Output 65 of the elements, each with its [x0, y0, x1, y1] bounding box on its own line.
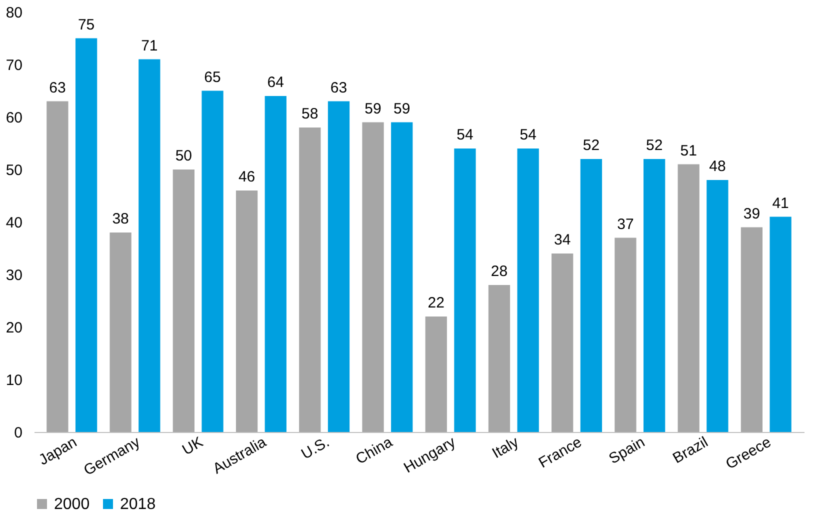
- bar: [644, 159, 666, 432]
- data-label: 52: [646, 137, 663, 154]
- bar: [299, 128, 321, 432]
- data-label: 75: [78, 16, 95, 34]
- y-tick-label: 50: [6, 162, 22, 179]
- bar: [770, 216, 792, 432]
- bar: [172, 170, 194, 432]
- data-label: 63: [49, 79, 66, 96]
- x-tick-label: U.S.: [298, 434, 332, 463]
- bar: [391, 122, 413, 432]
- x-tick-label: Japan: [36, 434, 80, 469]
- data-label: 64: [267, 74, 284, 91]
- data-label: 38: [112, 210, 129, 228]
- data-label: 71: [141, 37, 158, 54]
- data-label: 34: [554, 232, 571, 248]
- bar: [202, 90, 224, 432]
- data-label: 51: [680, 142, 697, 160]
- bar: [552, 254, 574, 432]
- data-label: 22: [428, 294, 444, 312]
- y-tick-label: 10: [6, 372, 22, 389]
- data-label: 48: [709, 158, 726, 175]
- bar: [488, 285, 510, 432]
- y-tick-label: 0: [14, 424, 22, 442]
- data-label: 46: [238, 168, 256, 186]
- y-tick-label: 20: [6, 320, 22, 336]
- data-label: 28: [490, 263, 508, 280]
- bar: [328, 101, 350, 432]
- bar: [614, 238, 636, 432]
- data-label: 37: [617, 216, 634, 233]
- data-label: 52: [582, 137, 600, 154]
- bar: [678, 164, 700, 432]
- bar: [110, 232, 132, 432]
- bar: [517, 148, 539, 432]
- bar: [46, 101, 68, 432]
- data-label: 54: [456, 126, 474, 144]
- x-tick-label: Spain: [606, 434, 648, 468]
- data-label: 54: [520, 126, 536, 144]
- y-tick-label: 70: [6, 57, 22, 74]
- bar: [580, 159, 602, 432]
- bar: [362, 122, 384, 432]
- y-tick-label: 30: [6, 267, 22, 284]
- data-label: 65: [204, 68, 221, 86]
- bar: [264, 96, 286, 432]
- x-tick-label: UK: [180, 434, 206, 459]
- legend-label: 2000: [54, 496, 90, 513]
- bar: [454, 148, 476, 432]
- data-label: 41: [772, 194, 789, 212]
- data-label: 59: [394, 100, 410, 118]
- bar: [138, 59, 160, 432]
- y-tick-label: 80: [6, 4, 22, 22]
- bar: [425, 316, 447, 432]
- bar: [236, 190, 258, 432]
- data-label: 50: [175, 148, 192, 164]
- data-label: 63: [330, 79, 348, 96]
- bar: [706, 180, 728, 432]
- bar: [740, 227, 763, 432]
- y-tick-label: 60: [6, 110, 22, 126]
- x-tick-label: Italy: [489, 433, 522, 462]
- x-tick-label: China: [352, 433, 396, 468]
- bar: [75, 38, 98, 432]
- legend-label: 2018: [120, 496, 156, 513]
- data-label: 39: [743, 205, 760, 222]
- data-label: 58: [302, 106, 318, 122]
- data-label: 59: [364, 100, 382, 118]
- y-tick-label: 40: [6, 214, 22, 232]
